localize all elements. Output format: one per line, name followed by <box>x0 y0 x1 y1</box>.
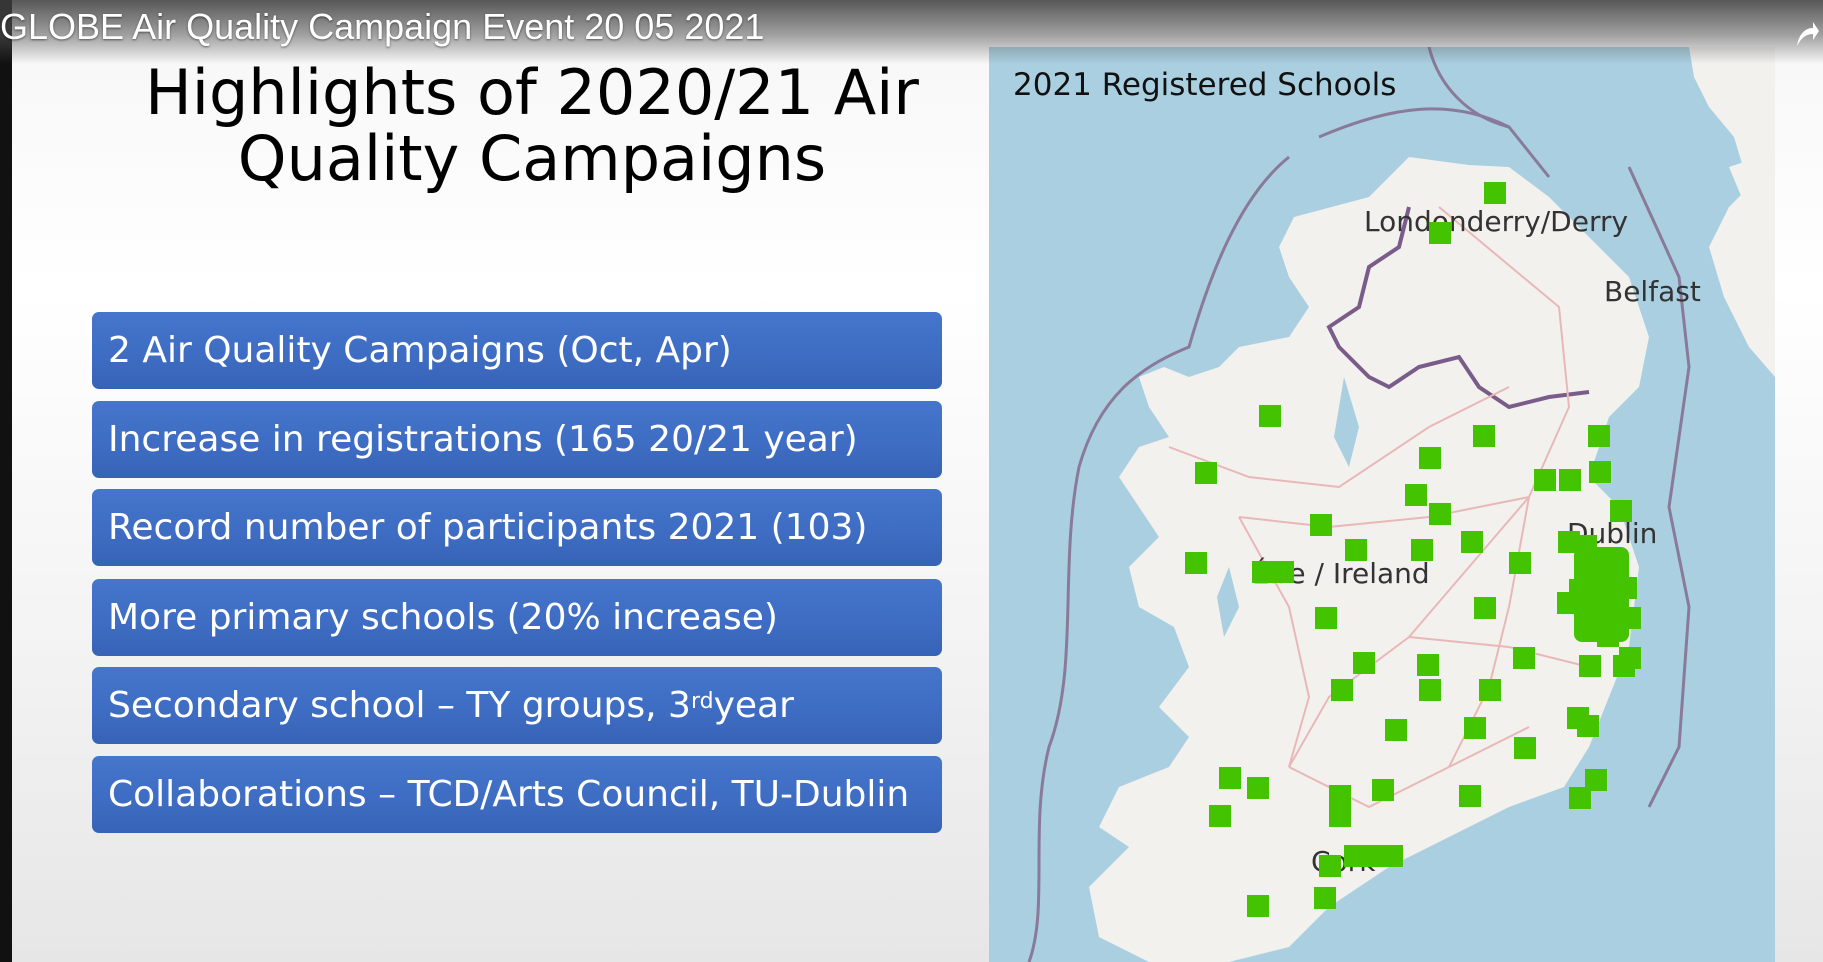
school-marker <box>1345 539 1367 561</box>
map-background <box>1027 47 1775 962</box>
school-marker <box>1219 767 1241 789</box>
school-marker <box>1577 715 1599 737</box>
school-marker <box>1405 484 1427 506</box>
video-title-bar <box>0 0 1823 64</box>
school-marker <box>1509 552 1531 574</box>
school-marker-cluster-dublin <box>1574 547 1629 642</box>
school-marker <box>1429 503 1451 525</box>
school-marker <box>1319 855 1341 877</box>
school-marker <box>1353 652 1375 674</box>
slide-title: Highlights of 2020/21 Air Quality Campai… <box>145 56 919 195</box>
secondary-text: Secondary school – TY groups, 3 <box>108 685 691 726</box>
school-marker <box>1195 462 1217 484</box>
map-caption: 2021 Registered Schools <box>1013 67 1397 103</box>
school-marker <box>1474 597 1496 619</box>
school-marker <box>1464 717 1486 739</box>
school-marker <box>1385 719 1407 741</box>
school-marker <box>1209 805 1231 827</box>
school-marker <box>1272 561 1294 583</box>
school-marker <box>1381 845 1403 867</box>
school-marker <box>1459 785 1481 807</box>
school-marker <box>1429 222 1451 244</box>
school-marker <box>1359 845 1381 867</box>
school-marker <box>1513 647 1535 669</box>
school-marker <box>1579 655 1601 677</box>
school-marker <box>1557 592 1579 614</box>
highlight-item-participants: Record number of participants 2021 (103) <box>92 489 942 566</box>
highlight-item-collaborations: Collaborations – TCD/Arts Council, TU-Du… <box>92 756 942 833</box>
presentation-slide: Highlights of 2020/21 Air Quality Campai… <box>12 0 1823 962</box>
video-title[interactable]: GLOBE Air Quality Campaign Event 20 05 2… <box>0 6 765 47</box>
school-marker <box>1329 785 1351 807</box>
school-marker <box>1329 805 1351 827</box>
school-marker <box>1559 469 1581 491</box>
school-marker <box>1372 779 1394 801</box>
school-marker <box>1417 654 1439 676</box>
school-marker <box>1419 679 1441 701</box>
school-marker <box>1331 679 1353 701</box>
school-marker <box>1585 769 1607 791</box>
school-marker <box>1310 514 1332 536</box>
school-marker <box>1252 561 1274 583</box>
school-marker <box>1534 469 1556 491</box>
school-marker <box>1419 447 1441 469</box>
school-marker <box>1589 461 1611 483</box>
school-marker <box>1314 887 1336 909</box>
school-marker <box>1514 737 1536 759</box>
school-marker <box>1610 500 1632 522</box>
school-marker <box>1484 182 1506 204</box>
school-marker <box>1613 655 1635 677</box>
city-label-derry: Londonderry/Derry <box>1364 205 1629 238</box>
school-marker <box>1461 531 1483 553</box>
highlight-item-registrations: Increase in registrations (165 20/21 yea… <box>92 401 942 478</box>
school-marker <box>1247 777 1269 799</box>
school-marker <box>1473 425 1495 447</box>
school-marker <box>1315 607 1337 629</box>
ordinal-suffix: rd <box>690 689 714 714</box>
schools-map: 2021 Registered Schools Londonderry/Derr… <box>989 47 1775 962</box>
share-arrow-icon[interactable] <box>1793 18 1819 48</box>
school-marker <box>1259 405 1281 427</box>
video-edge <box>0 0 12 962</box>
secondary-text-tail: year <box>713 685 794 726</box>
school-marker <box>1479 679 1501 701</box>
school-marker <box>1247 895 1269 917</box>
school-marker <box>1588 425 1610 447</box>
school-marker <box>1185 552 1207 574</box>
school-marker <box>1558 531 1580 553</box>
highlight-item-primary-schools: More primary schools (20% increase) <box>92 579 942 656</box>
highlight-item-campaigns: 2 Air Quality Campaigns (Oct, Apr) <box>92 312 942 389</box>
school-marker <box>1569 787 1591 809</box>
city-label-belfast: Belfast <box>1604 275 1701 308</box>
school-marker <box>1411 539 1433 561</box>
